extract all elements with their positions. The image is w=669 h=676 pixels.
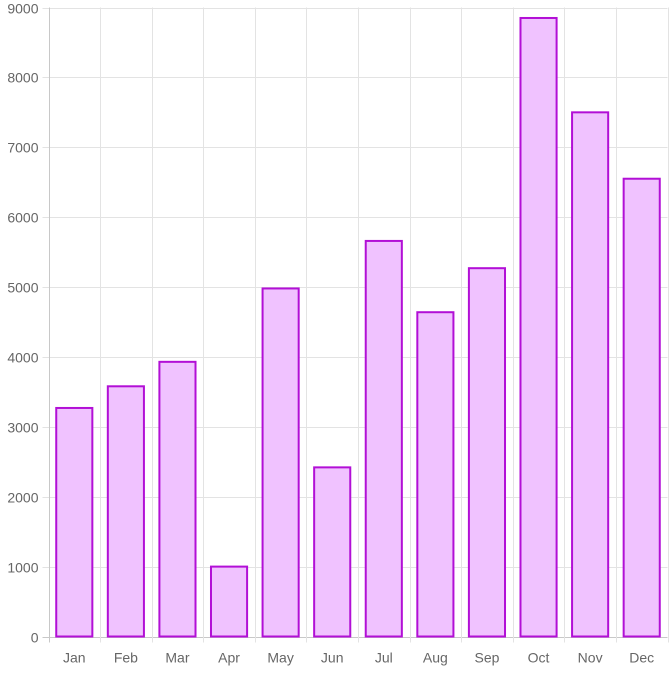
x-tick-label: Jun xyxy=(321,650,344,666)
bars xyxy=(55,16,661,638)
y-tick-label: 0 xyxy=(31,630,39,646)
bar-aug xyxy=(416,311,455,638)
bar-jun xyxy=(313,466,352,638)
x-tick-label: Jul xyxy=(375,650,393,666)
bar-dec xyxy=(622,177,661,638)
x-tick-label: Jan xyxy=(63,650,86,666)
bar-jul xyxy=(364,239,403,638)
y-tick-label: 6000 xyxy=(7,210,38,226)
y-axis-tick-labels: 0 1000 2000 3000 4000 5000 6000 7000 8000 9000 xyxy=(7,1,38,646)
x-tick-label: Dec xyxy=(629,650,654,666)
y-tick-label: 8000 xyxy=(7,70,38,86)
x-tick-label: Aug xyxy=(423,650,448,666)
x-tick-label: Oct xyxy=(528,650,550,666)
y-tick-label: 5000 xyxy=(7,280,38,296)
x-tick-label: Feb xyxy=(114,650,138,666)
bar-nov xyxy=(571,111,610,638)
x-tick-label: Sep xyxy=(474,650,499,666)
bar-feb xyxy=(106,385,145,638)
x-tick-label: Mar xyxy=(165,650,189,666)
bar-sep xyxy=(467,267,507,638)
bar-oct xyxy=(519,16,558,638)
y-tick-label: 1000 xyxy=(7,560,38,576)
y-tick-label: 7000 xyxy=(7,140,38,156)
bar-apr xyxy=(209,565,249,638)
x-tick-label: Nov xyxy=(578,650,603,666)
x-tick-label: May xyxy=(267,650,293,666)
bar-jan xyxy=(55,406,94,638)
y-tick-label: 9000 xyxy=(7,1,38,17)
x-axis-tick-labels: Jan Feb Mar Apr May Jun Jul Aug Sep Oct Nov Dec xyxy=(63,650,654,666)
y-tick-label: 3000 xyxy=(7,420,38,436)
y-tick-label: 2000 xyxy=(7,490,38,506)
bar-mar xyxy=(158,360,197,638)
bar-may xyxy=(261,287,300,638)
y-tick-label: 4000 xyxy=(7,350,38,366)
x-tick-label: Apr xyxy=(218,650,240,666)
